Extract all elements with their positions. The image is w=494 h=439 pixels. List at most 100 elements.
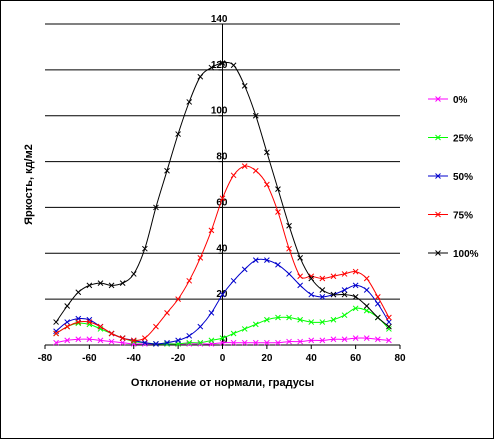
data-point (330, 316, 337, 323)
data-point (264, 316, 270, 323)
data-point (175, 131, 181, 137)
data-point (75, 289, 82, 296)
data-point (141, 335, 148, 341)
data-point (308, 275, 315, 282)
data-point (297, 273, 304, 280)
data-point (64, 303, 71, 309)
x-tick-label: -80 (38, 353, 53, 364)
x-tick-labels: -80 -60 -40 -20 0 20 40 60 80 (38, 353, 406, 364)
data-point (230, 172, 237, 179)
data-point (264, 181, 270, 188)
data-point (308, 273, 315, 280)
data-point (64, 337, 71, 344)
series-5 (53, 60, 392, 330)
data-point (275, 209, 281, 215)
y-tick-label: 60 (216, 197, 228, 208)
x-tick-label: 80 (394, 353, 406, 364)
data-point (374, 336, 381, 343)
data-point (330, 336, 337, 343)
data-point (64, 323, 71, 330)
data-point (153, 204, 159, 211)
data-point (435, 134, 441, 141)
x-tick-label: 0 (220, 353, 226, 364)
series-group (53, 60, 392, 347)
data-point (297, 316, 304, 323)
x-tick-label: 40 (306, 353, 318, 364)
data-point (175, 337, 181, 344)
data-point (108, 282, 115, 289)
data-point (86, 336, 93, 343)
legend-item: 0% (428, 95, 468, 106)
data-point (119, 280, 126, 286)
data-point (341, 291, 348, 298)
data-point (297, 282, 304, 289)
data-point (97, 323, 104, 330)
data-point (352, 282, 359, 289)
x-tick-label: -40 (127, 353, 142, 364)
legend-label: 75% (453, 211, 473, 222)
data-point (164, 339, 170, 346)
legend: 0% 25% 50% 75% 100% (428, 95, 479, 260)
data-point (297, 338, 304, 345)
data-point (119, 335, 126, 341)
y-tick-label: 140 (211, 14, 228, 25)
data-point (230, 62, 237, 69)
data-point (352, 293, 359, 300)
data-point (435, 211, 441, 218)
data-point (241, 266, 248, 273)
data-point (352, 335, 359, 341)
data-point (341, 312, 348, 319)
data-point (363, 275, 370, 282)
data-point (164, 310, 170, 316)
series-4 (53, 163, 392, 344)
data-point (153, 323, 159, 330)
data-point (186, 277, 193, 284)
x-tick-label: 60 (350, 353, 362, 364)
data-point (363, 303, 370, 309)
data-point (230, 277, 237, 284)
data-point (435, 173, 441, 179)
data-point (219, 60, 226, 66)
data-point (341, 336, 348, 343)
data-point (219, 335, 226, 341)
y-tick-label: 120 (211, 60, 228, 71)
y-axis-title: Яркость, кд/м2 (23, 144, 35, 225)
data-point (197, 323, 204, 330)
data-point (386, 337, 392, 344)
y-tick-label: 80 (216, 152, 228, 163)
data-point (252, 339, 259, 346)
data-point (319, 319, 326, 325)
legend-item: 50% (428, 172, 473, 183)
series-1 (53, 335, 392, 347)
data-point (219, 195, 226, 202)
data-point (86, 282, 93, 289)
data-point (319, 287, 326, 293)
data-point (275, 314, 281, 321)
data-point (75, 319, 82, 325)
data-point (219, 339, 226, 346)
data-point (197, 73, 204, 80)
x-tick-label: 20 (261, 353, 273, 364)
data-point (75, 336, 82, 343)
data-point (53, 330, 59, 337)
data-point (386, 323, 392, 330)
data-point (130, 271, 137, 277)
data-point (286, 338, 292, 345)
data-point (108, 330, 115, 337)
data-point (264, 339, 270, 346)
data-point (141, 339, 148, 346)
data-point (319, 275, 326, 282)
data-point (197, 339, 204, 346)
legend-item: 75% (428, 211, 473, 222)
data-point (164, 167, 170, 174)
data-point (97, 280, 104, 286)
data-point (386, 326, 392, 332)
y-tick-label: 40 (216, 243, 228, 254)
x-tick-label: -60 (82, 353, 97, 364)
data-point (230, 330, 237, 337)
data-point (219, 291, 226, 298)
data-point (230, 339, 237, 346)
data-point (286, 271, 292, 277)
data-point (275, 186, 281, 192)
